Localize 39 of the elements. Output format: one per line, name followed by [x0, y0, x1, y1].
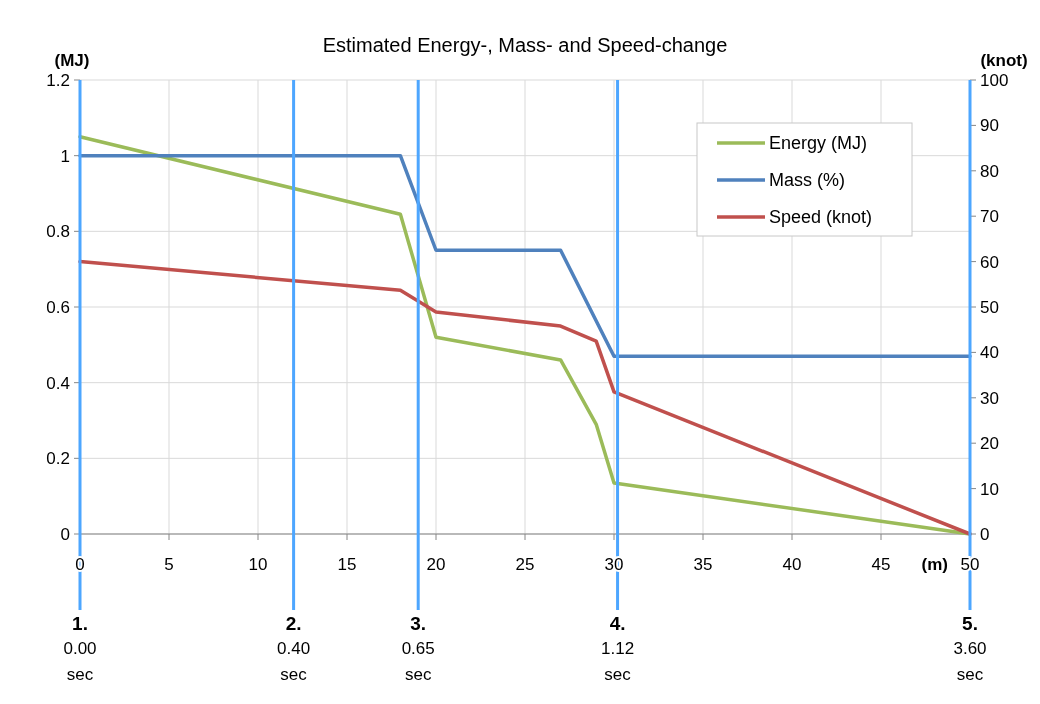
x-tick-label: 40	[782, 555, 802, 574]
y2-tick-label: 40	[980, 343, 999, 363]
y-axis-title: (MJ)	[54, 51, 90, 70]
y-tick-label: 1.2	[46, 70, 70, 90]
legend-label: Energy (MJ)	[769, 133, 868, 154]
ref-line-label: 5. 3.60 sec	[953, 613, 987, 684]
y-tick-label: 0.2	[46, 449, 70, 469]
x-tick-label: 35	[693, 555, 713, 574]
ref-line-label: 1. 0.00 sec	[63, 613, 97, 684]
x-tick-label: 5	[164, 555, 174, 574]
legend-label: Mass (%)	[769, 170, 845, 191]
y2-tick-label: 60	[980, 252, 999, 272]
x-tick-label: 20	[426, 555, 446, 574]
y-tick-label: 1	[60, 146, 70, 166]
y2-tick-label: 70	[980, 207, 999, 227]
y-tick-label: 0.8	[46, 222, 70, 242]
y2-tick-label: 90	[980, 116, 999, 136]
y2-tick-label: 20	[980, 434, 999, 454]
y2-axis-title: (knot)	[980, 51, 1028, 70]
y2-tick-label: 30	[980, 388, 999, 408]
y-tick-label: 0.6	[46, 297, 70, 317]
y2-tick-label: 50	[980, 297, 999, 317]
y2-tick-label: 10	[980, 479, 999, 499]
y2-tick-label: 100	[980, 70, 1009, 90]
ref-line-label: 3. 0.65 sec	[401, 613, 435, 684]
y2-tick-label: 0	[980, 524, 990, 544]
x-tick-label: 10	[248, 555, 268, 574]
x-tick-label: 45	[871, 555, 891, 574]
x-tick-label: 0	[75, 555, 85, 574]
x-tick-label: 25	[515, 555, 535, 574]
chart-title: Estimated Energy-, Mass- and Speed-change	[322, 34, 728, 56]
ref-line-label: 4. 1.12 sec	[601, 613, 635, 684]
legend-label: Speed (knot)	[769, 207, 873, 228]
ref-line-label: 2. 0.40 sec	[277, 613, 311, 684]
y-tick-label: 0.4	[46, 373, 70, 393]
x-axis-title: (m)	[921, 555, 948, 574]
y2-tick-label: 80	[980, 161, 999, 181]
x-tick-label: 15	[337, 555, 357, 574]
y-tick-label: 0	[60, 524, 70, 544]
